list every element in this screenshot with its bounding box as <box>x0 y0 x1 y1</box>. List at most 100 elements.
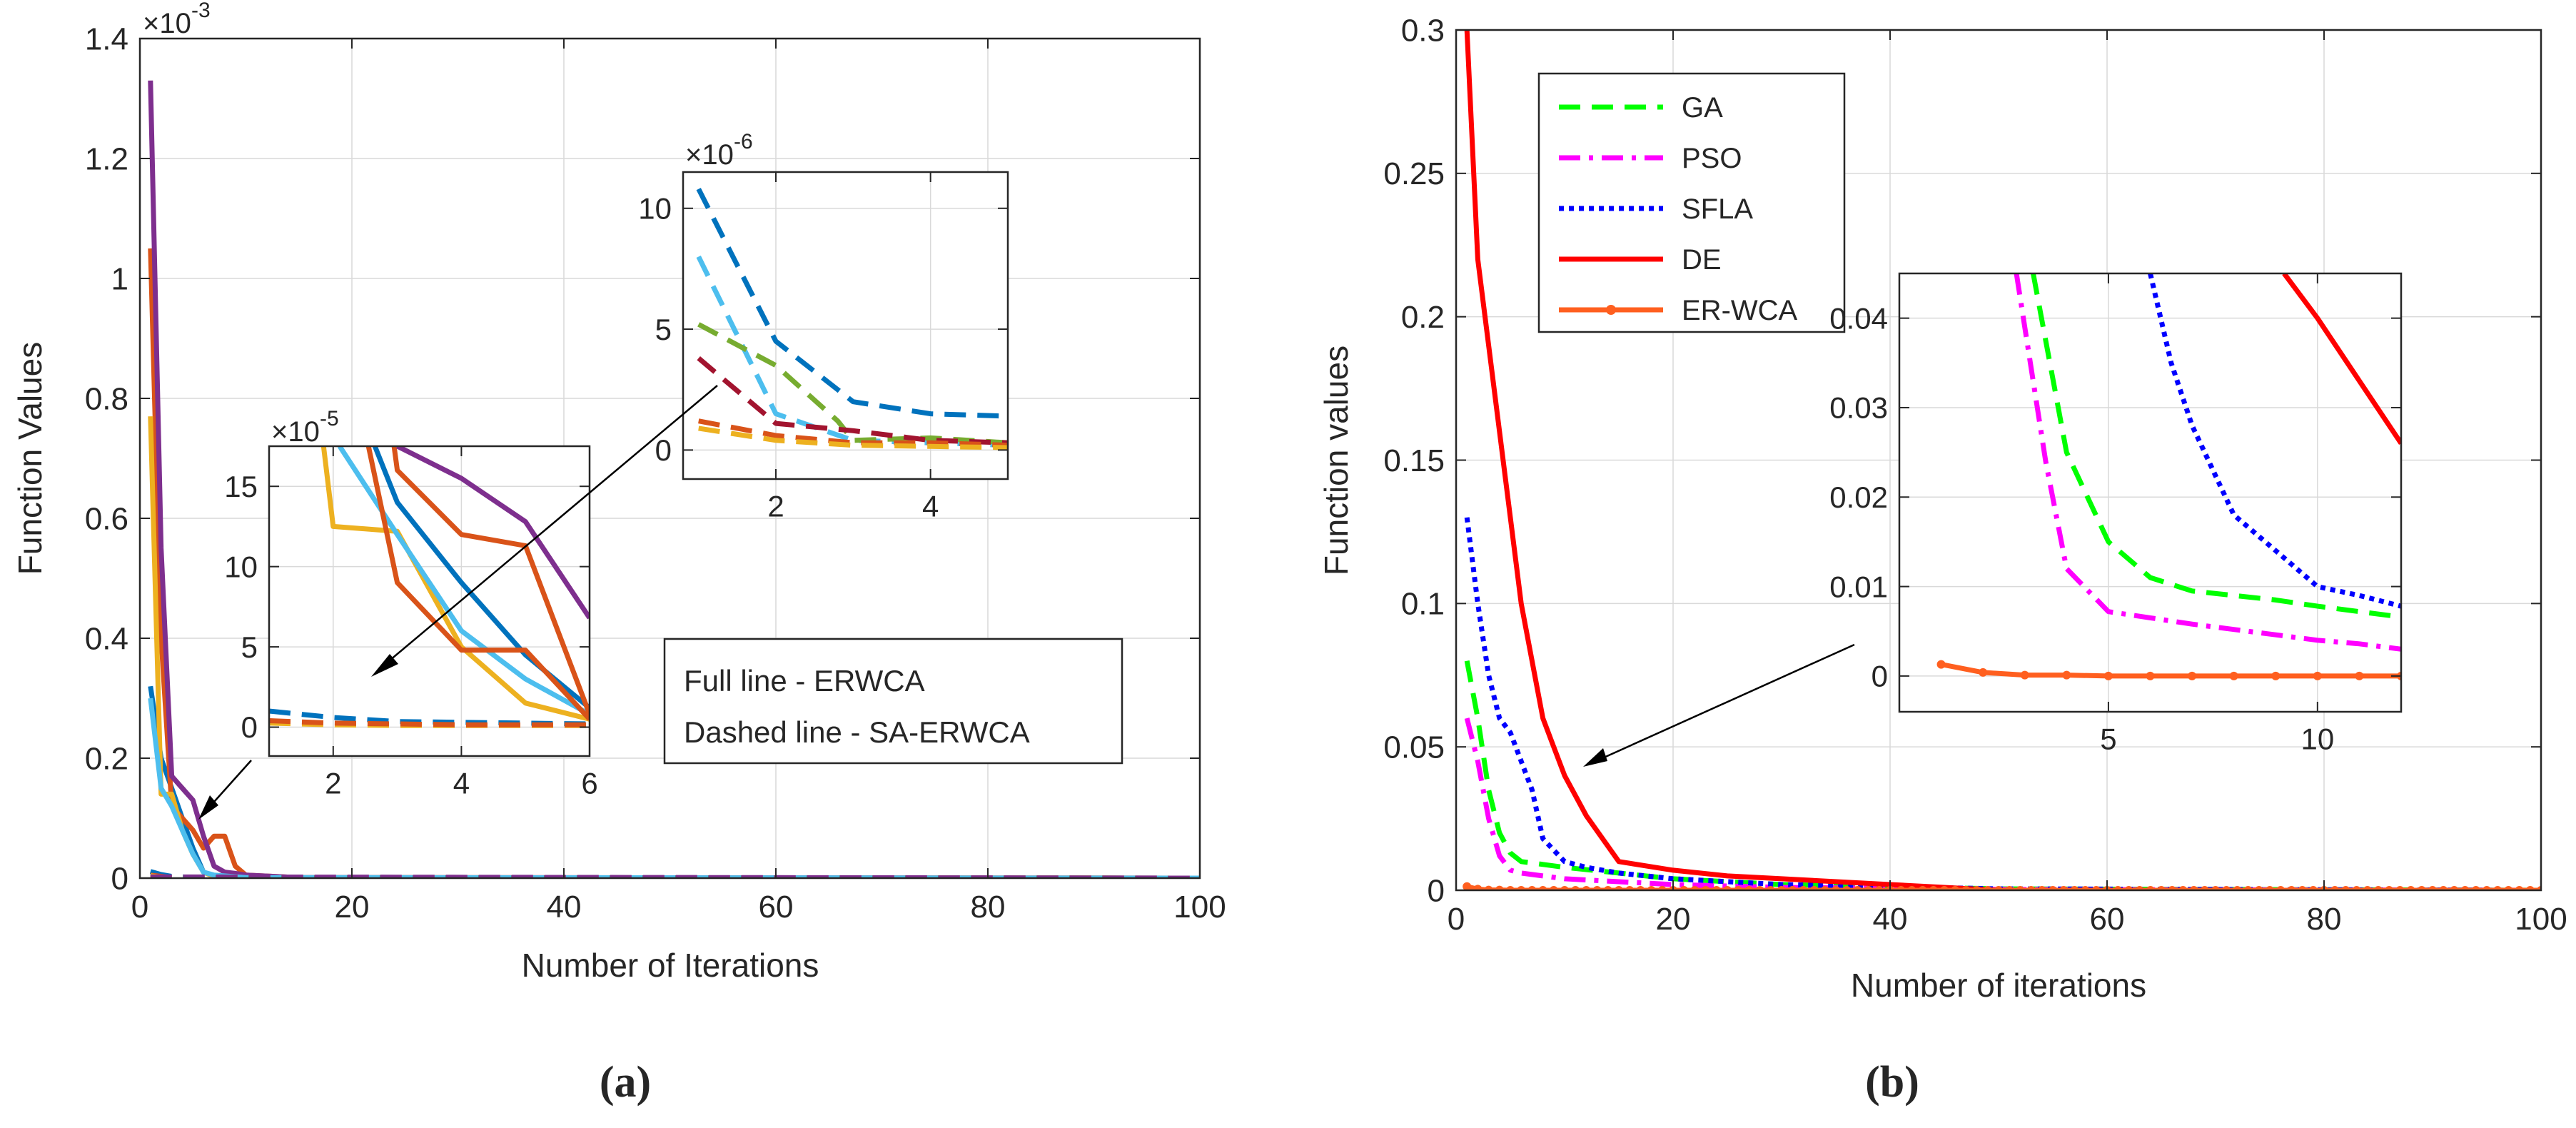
b-marker-4-38 <box>1874 886 1884 890</box>
b-marker-4-49 <box>1994 886 2003 890</box>
b-in-marker-4-10 <box>2355 671 2364 680</box>
b-ytick-label-4: 0.2 <box>1401 300 1445 335</box>
inset1-a-exponent-base: ×10 <box>271 416 320 448</box>
b-marker-4-81 <box>2341 886 2350 890</box>
inset-b-series <box>1936 273 2401 680</box>
b-marker-4-67 <box>2189 886 2198 890</box>
a-in1-line-5 <box>396 446 590 620</box>
inset2-a-series <box>696 188 1008 450</box>
a-in1-ytick-label-0: 0 <box>241 710 258 744</box>
b-in-ytick-label-0: 0 <box>1872 660 1888 693</box>
b-marker-4-45 <box>1951 886 1960 890</box>
b-marker-4-74 <box>2266 886 2274 890</box>
b-marker-4-95 <box>2493 886 2502 890</box>
b-marker-4-7 <box>1538 886 1547 890</box>
b-marker-4-87 <box>2406 886 2415 890</box>
b-in-line-3 <box>2282 273 2401 445</box>
b-marker-4-41 <box>1907 886 1916 890</box>
b-in-ytick-label-3: 0.03 <box>1829 391 1888 425</box>
inset-b: 5 10 0 0.01 0.02 0.03 0.04 <box>1829 272 2403 756</box>
b-line-3 <box>1464 30 2541 890</box>
a-in2-ytick-label-1: 5 <box>655 313 672 346</box>
inset1-a-exponent-power: -5 <box>320 407 339 430</box>
b-marker-4-93 <box>2471 886 2480 890</box>
b-marker-4-76 <box>2287 886 2296 890</box>
a-ytick-label-7: 1.4 <box>85 21 128 56</box>
arrow-to-inset-b <box>1583 643 1855 767</box>
b-marker-4-77 <box>2298 886 2307 890</box>
arrow-to-inset2 <box>371 385 718 677</box>
b-marker-4-16 <box>1636 886 1645 890</box>
b-marker-4-9 <box>1560 886 1569 890</box>
b-marker-4-32 <box>1809 886 1819 890</box>
b-xtick-label-1: 20 <box>1656 902 1691 937</box>
b-marker-4-50 <box>2005 886 2014 890</box>
b-marker-4-0 <box>1463 882 1472 890</box>
a-in1-xtick-label-2: 6 <box>581 767 597 800</box>
b-in-marker-4-9 <box>2313 671 2322 680</box>
b-marker-4-55 <box>2059 886 2069 890</box>
b-ytick-label-2: 0.1 <box>1401 587 1445 622</box>
b-marker-4-5 <box>1517 886 1526 890</box>
a-ytick-label-1: 0.2 <box>85 741 128 776</box>
exponent-a-power: -3 <box>191 0 211 22</box>
inset-b-grid <box>1899 273 2401 712</box>
legend-item-pso: PSO <box>1682 143 1742 174</box>
inset2-a-box <box>682 171 1009 480</box>
b-marker-4-24 <box>1723 886 1732 890</box>
b-marker-4-96 <box>2504 886 2513 890</box>
arrow-to-inset1-shaft <box>208 760 252 809</box>
b-marker-4-35 <box>1842 886 1852 890</box>
b-marker-4-61 <box>2124 886 2133 890</box>
axes-box-a <box>138 37 1201 880</box>
inset2-a-exponent-base: ×10 <box>685 139 734 171</box>
b-marker-4-10 <box>1571 886 1580 890</box>
a-in2-xtick-label-1: 4 <box>922 490 939 523</box>
inset1-a: 2 4 6 0 5 10 15 ×10 -5 <box>224 407 597 800</box>
a-in1-line-0 <box>320 446 590 722</box>
b-marker-4-34 <box>1832 886 1840 890</box>
b-marker-4-40 <box>1896 886 1906 890</box>
a-ytick-label-0: 0 <box>111 861 128 896</box>
b-in-line-1 <box>2014 273 2401 652</box>
b-in-marker-4-6 <box>2188 671 2197 680</box>
b-ytick-label-0: 0 <box>1428 873 1445 908</box>
b-marker-4-2 <box>1484 885 1493 890</box>
b-marker-4-29 <box>1777 886 1786 890</box>
b-in-line-0 <box>2031 273 2401 620</box>
b-in-marker-4-8 <box>2271 671 2280 680</box>
b-marker-4-75 <box>2276 886 2285 890</box>
a-in1-xtick-label-1: 4 <box>453 767 470 800</box>
b-in-ytick-label-1: 0.01 <box>1829 570 1888 603</box>
b-in-marker-4-5 <box>2146 671 2155 680</box>
a-in2-line-5 <box>698 425 1008 450</box>
b-xtick-label-2: 40 <box>1873 902 1908 937</box>
inset2-a-ticks: 2 4 0 5 10 <box>638 172 1008 523</box>
b-marker-4-8 <box>1549 886 1558 890</box>
caption-a: (a) <box>600 1058 651 1107</box>
exponent-a-base: ×10 <box>143 8 191 39</box>
b-marker-4-44 <box>1940 886 1949 890</box>
b-marker-4-63 <box>2146 886 2155 890</box>
b-marker-4-71 <box>2233 886 2242 890</box>
b-marker-4-20 <box>1680 886 1689 890</box>
a-in1-ytick-label-3: 15 <box>224 470 258 503</box>
arrow-to-inset2-shaft <box>385 385 718 665</box>
b-marker-4-86 <box>2395 886 2405 890</box>
a-in2-line-3 <box>697 356 1008 445</box>
a-in2-ytick-label-0: 0 <box>655 433 672 467</box>
legend-b-frame <box>1537 72 1846 333</box>
legend-item-de: DE <box>1682 244 1722 276</box>
b-marker-4-69 <box>2211 886 2220 890</box>
b-marker-4-94 <box>2482 886 2491 890</box>
a-xtick-label-1: 20 <box>335 890 370 925</box>
a-in1-line-4 <box>391 446 590 715</box>
b-marker-4-21 <box>1690 886 1699 890</box>
b-marker-4-99 <box>2537 886 2541 890</box>
b-in-marker-4-0 <box>1936 660 1946 669</box>
b-marker-4-85 <box>2385 886 2394 890</box>
b-marker-4-26 <box>1744 886 1754 890</box>
a-in1-xtick-label-0: 2 <box>325 767 341 800</box>
